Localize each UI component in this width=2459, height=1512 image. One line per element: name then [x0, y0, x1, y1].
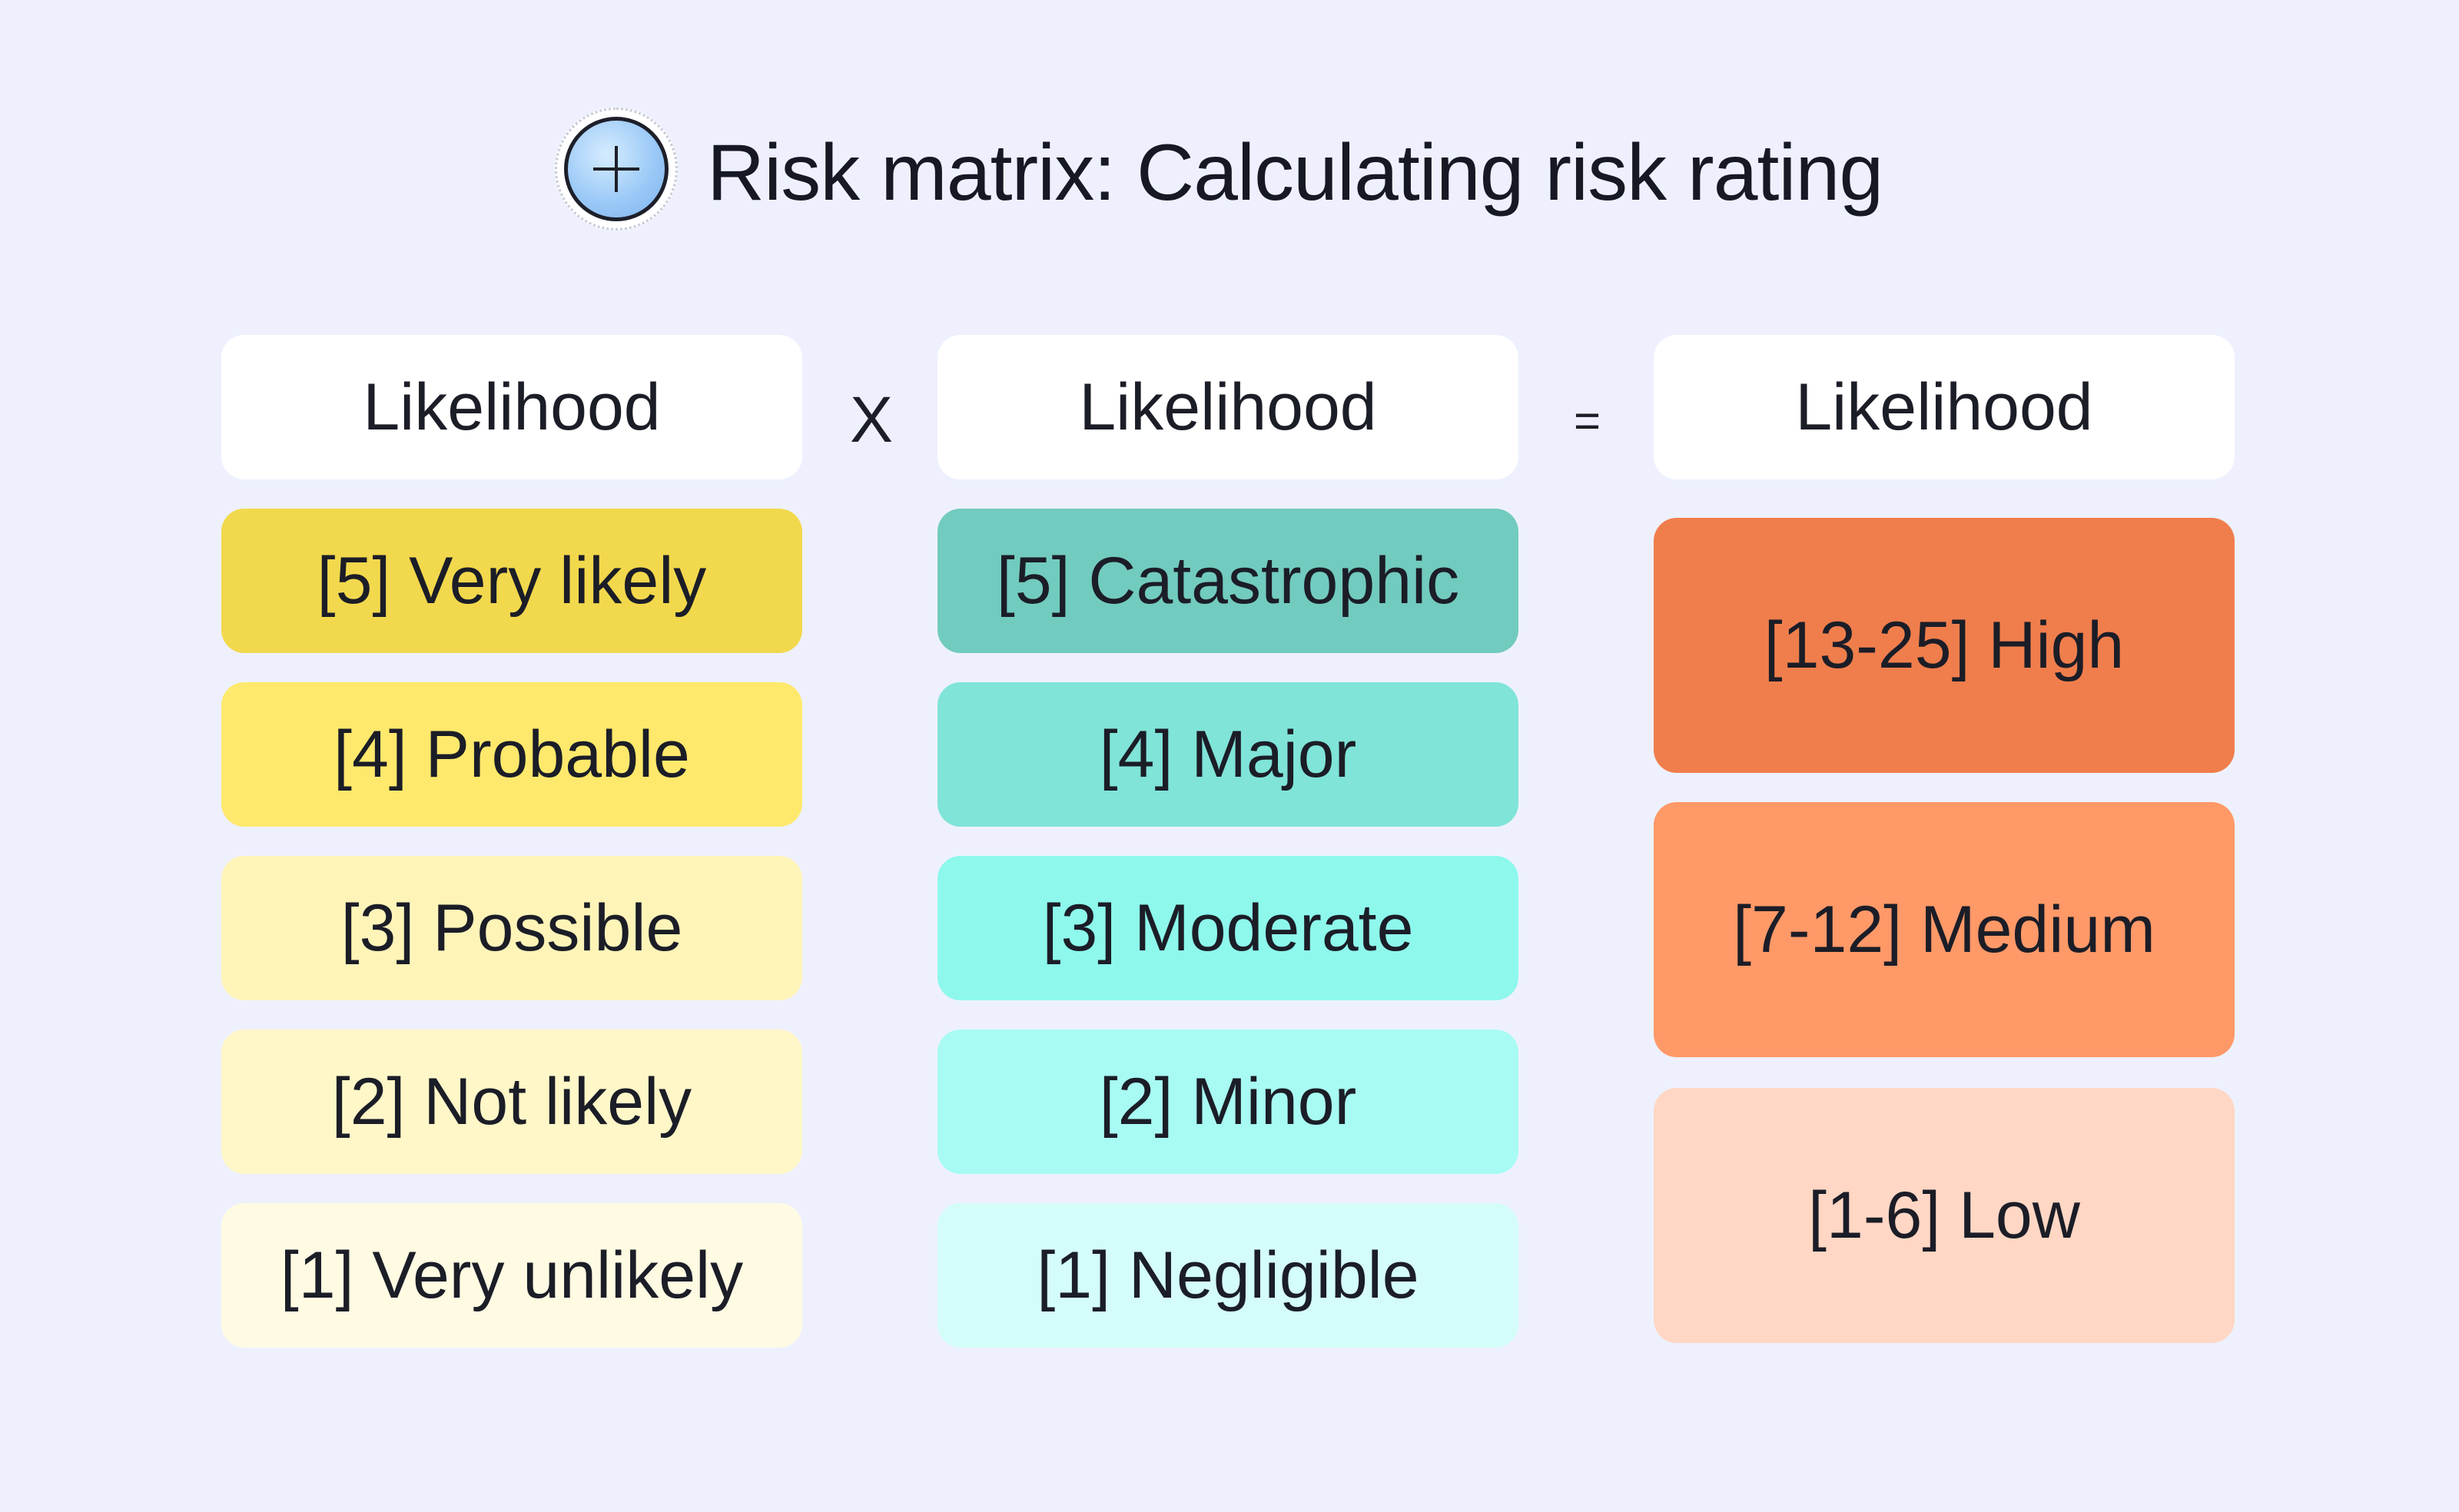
likelihood-3-label: [3] Possible	[340, 890, 683, 965]
column-1-header-label: Likelihood	[363, 370, 661, 444]
rating-high-label: [13-25] High	[1764, 608, 2125, 682]
rating-high-card: [13-25] High	[1654, 518, 2265, 804]
likelihood-2-card: [2] Not likely	[221, 1030, 833, 1205]
impact-3-label: [3] Moderate	[1042, 890, 1414, 965]
rating-low-card: [1-6] Low	[1654, 1088, 2265, 1374]
likelihood-1-label: [1] Very unlikely	[280, 1238, 744, 1312]
impact-1-card: [1] Negligible	[937, 1203, 1549, 1378]
multiply-operator: X	[850, 383, 894, 456]
plus-icon	[564, 117, 669, 221]
rating-medium-card: [7-12] Medium	[1654, 802, 2265, 1088]
impact-2-label: [2] Minor	[1099, 1064, 1357, 1139]
impact-4-label: [4] Major	[1099, 717, 1357, 791]
likelihood-1-card: [1] Very unlikely	[221, 1203, 833, 1378]
column-1-header: Likelihood	[221, 335, 833, 510]
likelihood-5-label: [5] Very likely	[317, 543, 707, 618]
impact-2-card: [2] Minor	[937, 1030, 1549, 1205]
column-3-header: Likelihood	[1654, 335, 2265, 510]
likelihood-5-card: [5] Very likely	[221, 509, 833, 684]
rating-low-label: [1-6] Low	[1808, 1178, 2080, 1252]
likelihood-2-label: [2] Not likely	[331, 1064, 692, 1139]
column-2-header: Likelihood	[937, 335, 1549, 510]
impact-5-card: [5] Catastrophic	[937, 509, 1549, 684]
column-2-header-label: Likelihood	[1079, 370, 1377, 444]
impact-5-label: [5] Catastrophic	[996, 543, 1460, 618]
likelihood-4-label: [4] Probable	[334, 717, 690, 791]
impact-4-card: [4] Major	[937, 682, 1549, 857]
page-title: Risk matrix: Calculating risk rating	[707, 128, 1883, 217]
equals-operator: =	[1574, 395, 1601, 446]
impact-1-label: [1] Negligible	[1037, 1238, 1419, 1312]
likelihood-4-card: [4] Probable	[221, 682, 833, 857]
column-3-header-label: Likelihood	[1795, 370, 2093, 444]
likelihood-3-card: [3] Possible	[221, 856, 833, 1031]
impact-3-card: [3] Moderate	[937, 856, 1549, 1031]
logo	[555, 108, 678, 230]
title-row: Risk matrix: Calculating risk rating	[0, 98, 2459, 237]
rating-medium-label: [7-12] Medium	[1733, 892, 2155, 967]
